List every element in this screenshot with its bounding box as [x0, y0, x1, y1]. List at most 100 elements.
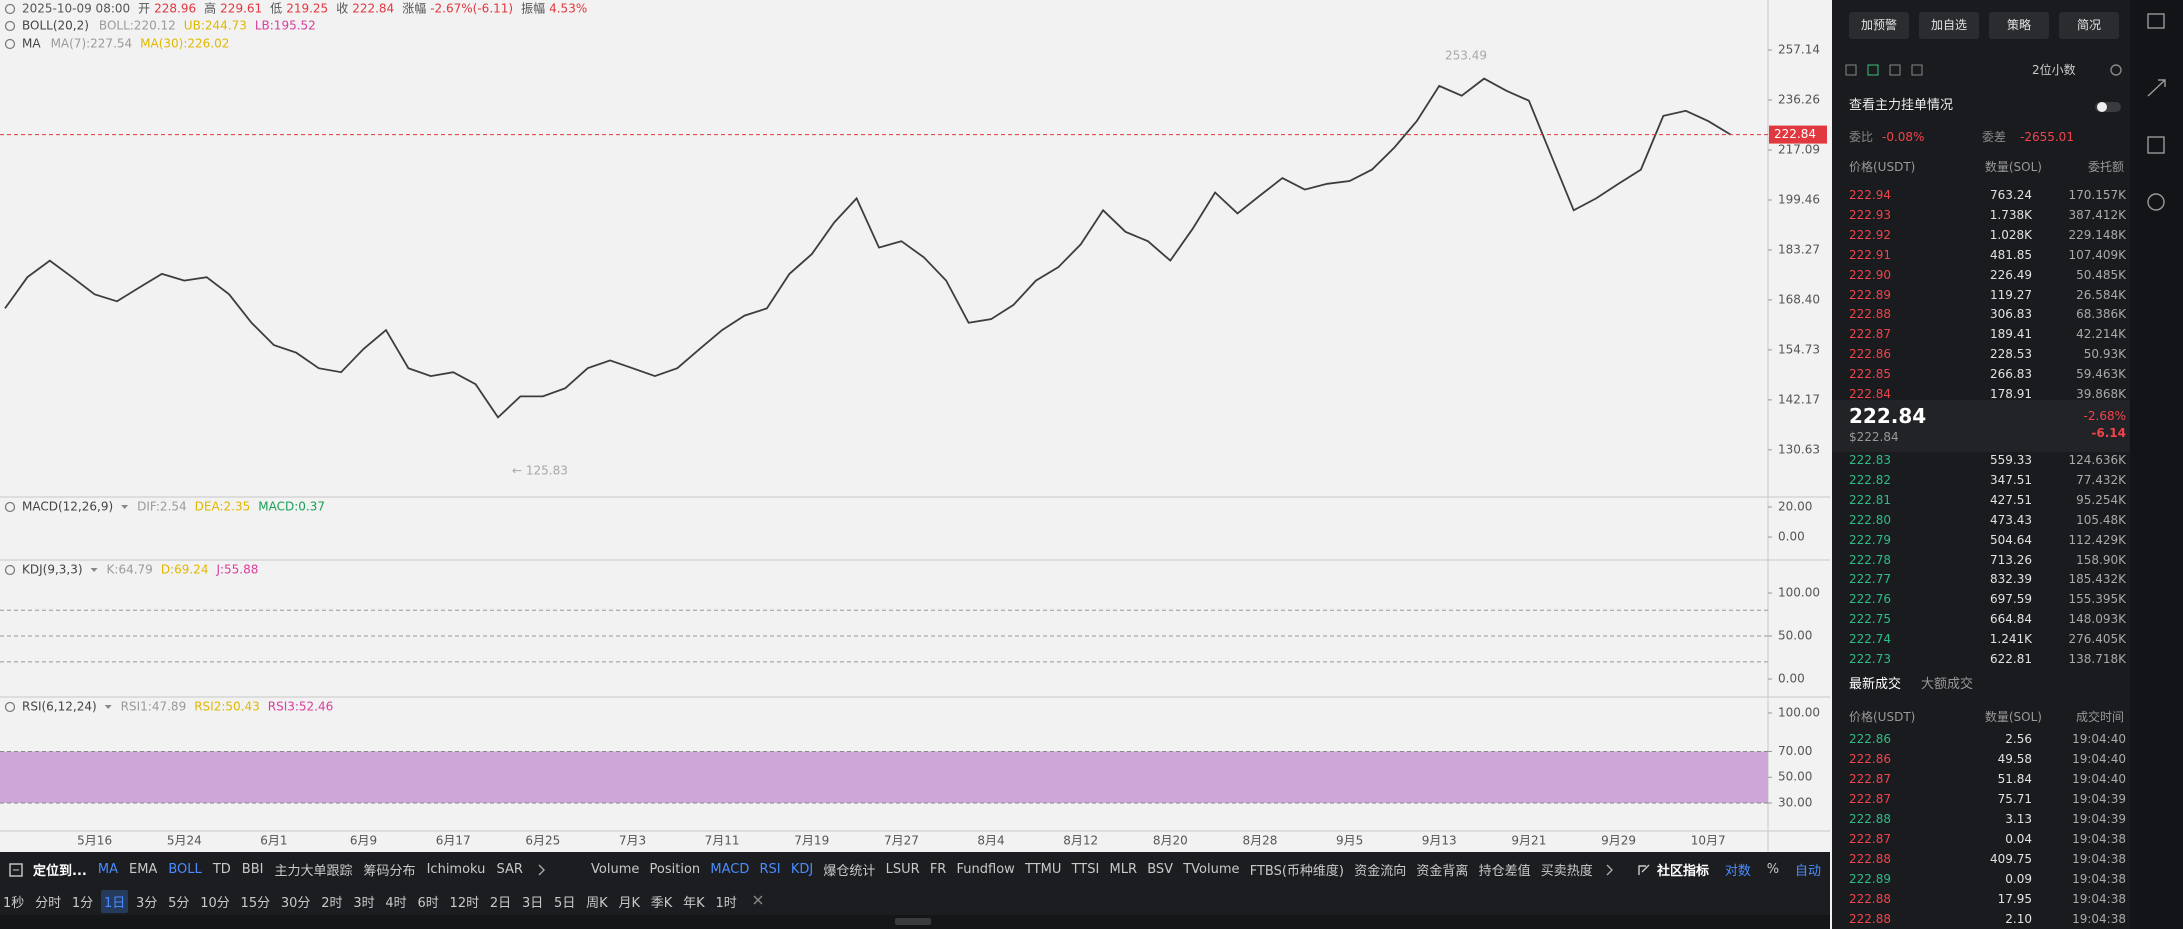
toolbar-item[interactable]: FTBS(币种维度)	[1249, 863, 1344, 879]
indicator-icon	[4, 701, 16, 713]
amount: 276.405K	[2068, 632, 2127, 647]
toolbar-item[interactable]: 资金流向	[1354, 863, 1407, 879]
change: -6.14	[2091, 426, 2126, 440]
close-icon[interactable]	[750, 892, 766, 908]
y-tick-label: 50.00	[1778, 629, 1812, 643]
toolbar-item[interactable]: 3时	[353, 895, 375, 911]
toolbar-item[interactable]: 3日	[521, 895, 544, 911]
toolbar-item[interactable]: Position	[649, 861, 701, 877]
toolbar-item[interactable]: 持仓差值	[1478, 863, 1531, 879]
toolbar-item[interactable]: 定位到...	[33, 863, 87, 879]
toolbar-item[interactable]: 5日	[554, 895, 576, 911]
toolbar-item[interactable]: BBI	[241, 861, 264, 877]
toolbar-item[interactable]: 2时	[321, 895, 343, 911]
amount: 26.584K	[2076, 287, 2126, 302]
toolbar-item[interactable]: MLR	[1109, 861, 1138, 877]
toggle[interactable]	[2094, 100, 2122, 114]
quantity: 713.26	[1990, 552, 2032, 567]
toolbar-item[interactable]: 15分	[240, 895, 271, 911]
price: 222.87	[1849, 327, 1891, 342]
toolbar-item[interactable]: 1秒	[3, 895, 25, 911]
button[interactable]: 加预警	[1849, 12, 1909, 39]
quantity: 559.33	[1990, 453, 2032, 467]
amount: 68.386K	[2076, 307, 2126, 322]
toolbar-item[interactable]: BSV	[1147, 861, 1174, 877]
field-value: 229.61	[220, 2, 262, 16]
toolbar-item[interactable]: LSUR	[885, 861, 920, 877]
toolbar-item[interactable]: Ichimoku	[426, 861, 486, 877]
toolbar-item[interactable]: 6时	[417, 895, 439, 911]
quantity: 189.41	[1990, 327, 2032, 342]
toolbar-item[interactable]: EMA	[129, 861, 158, 877]
toolbar-item[interactable]: KDJ	[790, 861, 814, 877]
toolbar-item[interactable]: 买卖热度	[1540, 863, 1593, 879]
toolbar-item[interactable]: 2日	[489, 895, 512, 911]
price-line	[4, 77, 1732, 419]
precision: 2位小数	[2032, 63, 2076, 77]
toolbar-item[interactable]: 年K	[683, 895, 705, 911]
price: 222.86	[1849, 752, 1891, 766]
x-tick-label: 7月19	[794, 834, 829, 848]
toolbar-item[interactable]: 对数	[1724, 863, 1751, 879]
y-tick-label: 100.00	[1778, 705, 1820, 719]
price: 222.84	[1849, 387, 1891, 401]
price: 222.92	[1849, 227, 1891, 242]
toolbar-item[interactable]: MACD	[710, 861, 750, 877]
toolbar-item[interactable]: 周K	[586, 895, 608, 911]
toolbar-item[interactable]: FR	[929, 861, 947, 877]
toolbar-item[interactable]: TTSI	[1071, 861, 1100, 877]
toolbar-item[interactable]: 3分	[136, 895, 158, 911]
y-tick-label: 50.00	[1778, 770, 1812, 784]
x-tick-label: 5月16	[77, 834, 112, 848]
chevron-icon[interactable]	[1604, 862, 1616, 878]
toolbar-item[interactable]: 爆仓统计	[823, 863, 876, 879]
button[interactable]: 策略	[1989, 12, 2049, 39]
quantity: 226.49	[1990, 267, 2032, 282]
toolbar-item[interactable]: 自动	[1794, 863, 1821, 879]
toolbar-item[interactable]: 1日	[100, 889, 129, 913]
button[interactable]: 简况	[2059, 12, 2119, 39]
chevron-icon[interactable]	[536, 862, 548, 878]
toolbar-item[interactable]: TVolume	[1183, 861, 1240, 877]
layout-icons[interactable]	[1844, 62, 1934, 78]
y-tick-label: 142.17	[1778, 392, 1820, 406]
y-tick-label: 20.00	[1778, 500, 1812, 514]
y-tick-label: 100.00	[1778, 586, 1820, 600]
button[interactable]: 加自选	[1919, 12, 1979, 39]
toolbar-item[interactable]: 5分	[168, 895, 190, 911]
toolbar-item[interactable]: 主力大单跟踪	[274, 863, 353, 879]
toolbar-item[interactable]: SAR	[496, 861, 523, 877]
toolbar-item[interactable]: MA	[97, 861, 118, 877]
toolbar-item[interactable]: Fundflow	[956, 861, 1015, 877]
trade-time: 19:04:38	[2072, 832, 2126, 846]
toolbar-item[interactable]: TTMU	[1025, 861, 1062, 877]
toolbar-item[interactable]: 10分	[200, 895, 230, 911]
toolbar-item[interactable]: 4时	[385, 895, 407, 911]
quantity: 2.10	[2005, 912, 2032, 926]
toolbar-item[interactable]: Volume	[591, 861, 640, 877]
overlay-value: LB:195.52	[255, 19, 316, 33]
toolbar-item[interactable]: BOLL	[168, 861, 202, 877]
settings-icon[interactable]	[2108, 62, 2124, 78]
toolbar-item[interactable]: 月K	[618, 895, 640, 911]
resize-handle[interactable]	[895, 918, 931, 925]
toolbar-item[interactable]: 分时	[35, 895, 62, 911]
toolbar-item[interactable]: 12时	[449, 895, 480, 911]
toolbar-item[interactable]: 30分	[280, 895, 311, 911]
toolbar-item[interactable]: 季K	[650, 895, 673, 911]
toolbar-item[interactable]: 筹码分布	[363, 863, 416, 879]
diff-label: 委差	[1982, 130, 2007, 144]
toolbar-item[interactable]: %	[1766, 861, 1780, 877]
strip-icons[interactable]	[2130, 0, 2183, 220]
toolbar-item[interactable]: 1分	[71, 895, 94, 911]
quantity: 17.95	[1997, 892, 2032, 906]
toolbar-item[interactable]: TD	[212, 861, 231, 877]
x-tick-label: 6月1	[260, 834, 287, 848]
toolbar-item[interactable]: 1时	[715, 895, 737, 911]
column-header: 价格(USDT)	[1849, 160, 1916, 174]
toolbar-item[interactable]: RSI	[759, 861, 781, 877]
toolbar-item[interactable]: 社区指标	[1657, 863, 1710, 879]
toolbar-item[interactable]: 资金背离	[1416, 863, 1469, 879]
x-tick-label: 7月11	[705, 834, 740, 848]
price: 222.89	[1849, 872, 1891, 886]
